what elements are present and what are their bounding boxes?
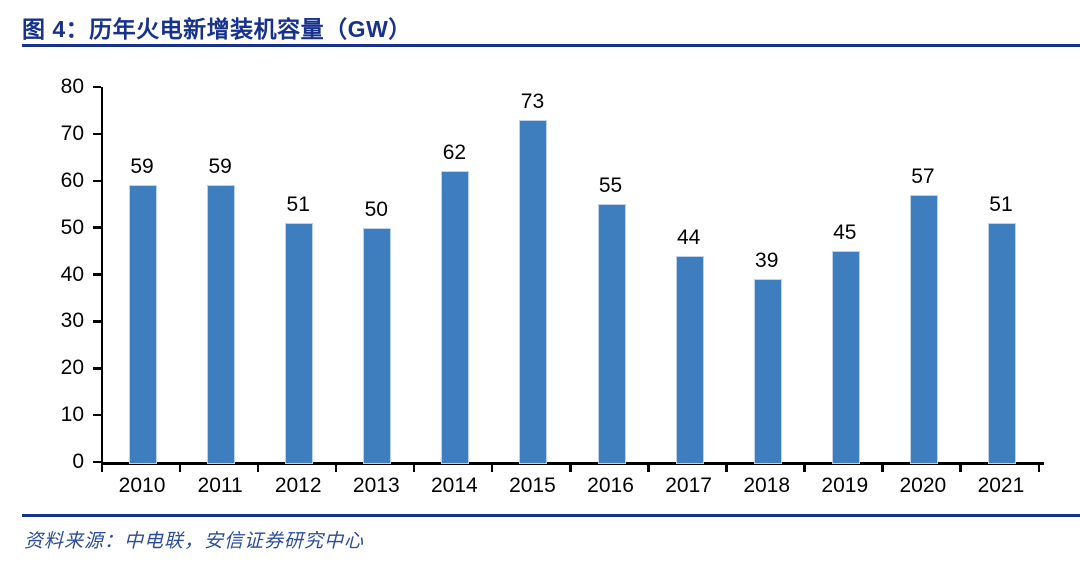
y-axis-tick [92, 320, 101, 323]
y-axis-tick [92, 460, 101, 464]
x-axis-label: 2019 [821, 474, 869, 497]
x-axis-label: 2021 [977, 474, 1025, 497]
y-axis-tick [92, 273, 101, 276]
y-axis-tick [92, 132, 101, 136]
y-axis-label: 50 [60, 215, 84, 239]
x-axis-tick [881, 462, 884, 472]
x-axis-tick [490, 462, 494, 472]
x-axis-label: 2018 [743, 474, 791, 497]
bar-chart: 0 10 20 30 40 50 60 70 80 59 2010 59 2011 51 2012 50 201… [0, 60, 1080, 505]
y-axis-tick [92, 413, 101, 417]
x-axis-tick [959, 462, 962, 472]
bar-2020 [909, 194, 938, 464]
x-axis-label: 2012 [274, 474, 322, 497]
bar-value-label: 44 [676, 225, 701, 249]
bar-value-label: 57 [911, 164, 935, 188]
bar-2016 [597, 204, 626, 464]
y-axis-tick [92, 367, 101, 370]
x-axis-label: 2017 [665, 474, 712, 497]
x-axis-tick [178, 462, 182, 472]
x-axis-tick [1037, 462, 1040, 472]
bar-value-label: 59 [208, 155, 232, 179]
source-note: 资料来源：中电联，安信证券研究中心 [24, 531, 365, 552]
bar-value-label: 50 [364, 197, 388, 221]
y-axis-label: 40 [60, 262, 84, 286]
x-axis-label: 2013 [352, 474, 400, 497]
figure-title: 图 4：历年火电新增装机容量（GW） [22, 16, 412, 42]
bar-value-label: 45 [833, 221, 857, 245]
y-axis-label: 60 [60, 168, 84, 192]
bar-value-label: 59 [130, 155, 154, 179]
bar-value-label: 62 [442, 141, 467, 165]
source-divider [22, 514, 1080, 517]
y-axis-label: 20 [60, 356, 84, 380]
y-axis-line [100, 87, 103, 465]
y-axis-tick [92, 179, 101, 182]
y-axis-label: 80 [60, 75, 84, 98]
x-axis-tick [334, 462, 338, 472]
x-axis-tick [569, 462, 572, 472]
bar-2021 [987, 222, 1016, 464]
x-axis-tick [100, 462, 103, 472]
title-divider [22, 44, 1080, 47]
x-axis-tick [803, 462, 806, 472]
bar-2019 [831, 251, 860, 464]
x-axis-tick [725, 462, 728, 472]
bar-2018 [753, 279, 782, 464]
x-axis-label: 2015 [509, 474, 556, 497]
bar-2012 [285, 222, 314, 464]
x-axis-label: 2010 [118, 474, 166, 497]
x-axis-label: 2020 [899, 474, 947, 497]
bar-2017 [675, 255, 704, 464]
y-axis-label: 0 [72, 450, 84, 473]
x-axis-label: 2011 [197, 474, 243, 497]
bar-value-label: 39 [755, 249, 779, 273]
bar-2011 [207, 185, 236, 464]
x-axis-label: 2016 [587, 474, 634, 497]
x-axis-tick [412, 462, 416, 472]
y-axis-label: 30 [60, 309, 84, 333]
bar-2014 [441, 171, 470, 464]
y-axis-tick [92, 226, 101, 229]
bar-value-label: 73 [520, 89, 545, 113]
y-axis-label: 70 [60, 121, 84, 145]
bar-2015 [519, 119, 548, 464]
x-axis-line [100, 462, 1044, 465]
x-axis-tick [647, 462, 650, 472]
bar-value-label: 51 [286, 192, 310, 216]
bar-2010 [129, 185, 158, 464]
bar-value-label: 51 [989, 192, 1013, 216]
y-axis-label: 10 [60, 403, 84, 427]
bar-2013 [363, 227, 392, 464]
x-axis-tick [256, 462, 260, 472]
x-axis-label: 2014 [431, 474, 478, 497]
bar-value-label: 55 [598, 174, 623, 198]
y-axis-tick [92, 85, 101, 89]
